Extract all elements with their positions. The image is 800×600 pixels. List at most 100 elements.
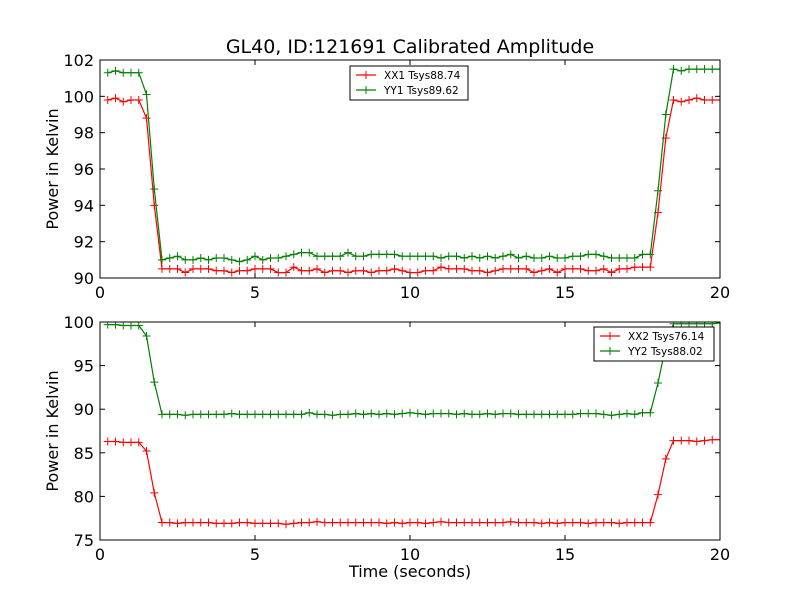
x-tick-label: 0: [95, 283, 105, 302]
data-point: [599, 518, 608, 527]
data-point: [669, 436, 678, 445]
x-tick-label: 5: [250, 283, 260, 302]
data-point: [452, 264, 461, 273]
data-point: [638, 408, 647, 417]
data-point: [134, 438, 143, 447]
data-point: [305, 248, 314, 257]
data-point: [568, 518, 577, 527]
data-point: [506, 250, 515, 259]
data-point: [227, 519, 236, 528]
legend-swatch-marker: [606, 347, 614, 355]
data-point: [165, 264, 174, 273]
data-point: [127, 438, 135, 447]
data-point: [119, 68, 128, 77]
data-point: [282, 252, 290, 261]
data-point: [266, 254, 275, 263]
legend-box: [349, 65, 469, 101]
data-point: [607, 411, 616, 420]
series-2-2: [103, 322, 720, 420]
data-point: [576, 518, 585, 527]
data-point: [103, 95, 112, 104]
data-point: [700, 95, 709, 104]
x-tick-label: 10: [400, 545, 420, 564]
data-point: [499, 518, 507, 527]
data-point: [398, 519, 407, 528]
data-point: [429, 518, 438, 527]
data-point: [537, 266, 546, 275]
y-axis-label: Power in Kelvin: [43, 370, 62, 491]
data-point: [134, 68, 143, 77]
data-point: [685, 436, 693, 445]
data-point: [499, 264, 507, 273]
data-point: [204, 518, 213, 527]
data-point: [491, 410, 500, 419]
data-point: [514, 410, 523, 419]
data-point: [243, 266, 252, 275]
data-point: [158, 264, 166, 273]
data-point: [367, 268, 376, 277]
data-point: [568, 264, 577, 273]
data-point: [305, 518, 314, 527]
data-point: [514, 254, 523, 263]
data-point: [592, 266, 600, 275]
data-point: [437, 254, 445, 263]
data-point: [111, 66, 120, 75]
data-point: [537, 519, 546, 528]
data-point: [475, 518, 484, 527]
y-tick-label: 100: [63, 87, 94, 106]
series-1-1: [103, 94, 720, 277]
data-point: [522, 252, 531, 261]
y-tick-label: 98: [74, 124, 94, 143]
y-tick-label: 80: [74, 487, 94, 506]
data-point: [181, 268, 190, 277]
data-point: [468, 410, 476, 419]
data-point: [150, 488, 159, 497]
data-point: [243, 410, 252, 419]
data-point: [413, 252, 422, 261]
data-point: [111, 322, 120, 329]
data-point: [623, 254, 631, 263]
data-point: [235, 266, 244, 275]
data-point: [313, 252, 321, 261]
data-point: [359, 410, 368, 419]
data-point: [568, 410, 577, 419]
data-point: [561, 518, 569, 527]
data-point: [708, 95, 717, 104]
data-point: [196, 518, 205, 527]
data-point: [204, 410, 213, 419]
data-point: [599, 410, 608, 419]
data-point: [646, 250, 655, 259]
data-point: [692, 322, 701, 328]
data-point: [592, 409, 600, 418]
data-point: [584, 519, 593, 528]
data-point: [336, 266, 345, 275]
data-point: [134, 322, 143, 330]
x-tick-label: 10: [400, 283, 420, 302]
data-point: [530, 268, 538, 277]
legend: XX1 Tsys88.74 YY1 Tsys89.62: [349, 65, 469, 101]
data-point: [212, 254, 221, 263]
data-point: [336, 518, 345, 527]
data-point: [553, 410, 562, 419]
data-point: [475, 266, 484, 275]
data-point: [328, 252, 337, 261]
data-point: [692, 65, 701, 74]
data-point: [491, 266, 500, 275]
legend-label: YY2 Tsys88.02: [627, 346, 703, 358]
data-point: [661, 110, 670, 119]
data-point: [328, 411, 337, 420]
data-point: [646, 408, 655, 417]
data-point: [460, 264, 469, 273]
y-tick-label: 100: [63, 313, 94, 332]
data-point: [615, 519, 624, 528]
y-tick-label: 94: [74, 196, 94, 215]
data-point: [282, 410, 290, 419]
data-point: [615, 410, 624, 419]
legend-label: YY1 Tsys89.62: [383, 85, 459, 97]
data-point: [235, 410, 244, 419]
data-point: [545, 518, 554, 527]
data-point: [274, 410, 283, 419]
data-point: [576, 252, 585, 261]
data-point: [638, 263, 647, 272]
data-point: [437, 409, 445, 418]
